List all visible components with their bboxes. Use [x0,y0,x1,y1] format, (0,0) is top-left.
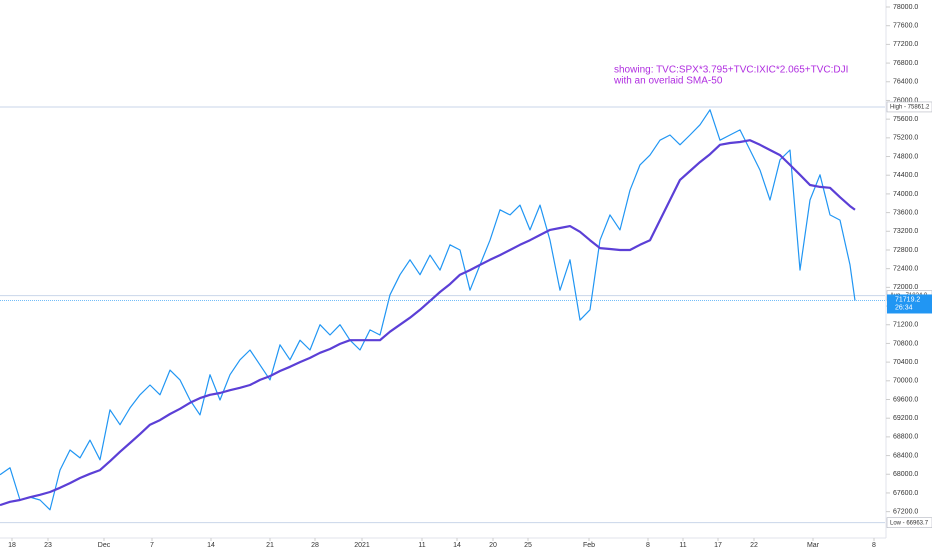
y-tick-label: 67600.0 [893,490,918,497]
annotation: showing: TVC:SPX*3.795+TVC:IXIC*2.065+TV… [614,65,848,76]
y-tick-label: 68800.0 [893,434,918,441]
y-tick-label: 68400.0 [893,452,918,459]
x-tick-label: Feb [583,542,595,549]
y-tick-label: 72800.0 [893,247,918,254]
x-tick-label: 17 [714,542,722,549]
x-tick-label: 8 [646,542,650,549]
x-tick-label: 14 [207,542,215,549]
y-tick-label: 74800.0 [893,153,918,160]
x-tick-label: 2021 [354,542,370,549]
y-tick-label: 76000.0 [893,97,918,104]
last-price-label: 71719.2 [895,296,920,303]
x-tick-label: 22 [750,542,758,549]
x-tick-label: 11 [418,542,425,549]
y-tick-label: 68000.0 [893,471,918,478]
y-tick-label: 76400.0 [893,79,918,86]
x-tick-label: 21 [266,542,274,549]
y-tick-label: 72400.0 [893,266,918,273]
x-tick-label: 18 [8,542,16,549]
y-tick-label: 77200.0 [893,41,918,48]
x-tick-label: 28 [311,542,319,549]
x-tick-label: Mar [807,542,820,549]
x-tick-label: 7 [150,542,154,549]
y-tick-label: 77600.0 [893,23,918,30]
y-tick-label: 69200.0 [893,415,918,422]
series-line [0,109,856,511]
y-tick-label: 73600.0 [893,209,918,216]
marker-label: Low - 66963.7 [890,520,929,526]
marker-box [886,517,932,528]
y-tick-label: 67200.0 [893,508,918,515]
countdown: 26:34 [895,304,913,311]
annotation: with an overlaid SMA-50 [613,76,723,87]
y-tick-label: 73200.0 [893,228,918,235]
series-line [0,139,856,507]
last-price-box [887,294,932,314]
y-tick-label: 74000.0 [893,191,918,198]
y-tick-label: 70800.0 [893,340,918,347]
marker-label: High - 75861.2 [890,105,930,111]
y-tick-label: 70000.0 [893,378,918,385]
y-tick-label: 78000.0 [893,4,918,11]
x-tick-label: 23 [44,542,52,549]
y-tick-label: 70400.0 [893,359,918,366]
x-tick-label: 8 [872,542,876,549]
x-tick-label: 20 [489,542,497,549]
y-tick-label: 69600.0 [893,396,918,403]
marker-box [886,101,932,113]
x-tick-label: Dec [98,542,111,549]
y-tick-label: 75200.0 [893,135,918,142]
y-tick-label: 75600.0 [893,116,918,123]
x-tick-label: 25 [524,542,532,549]
y-tick-label: 76800.0 [893,60,918,67]
x-tick-label: 14 [453,542,461,549]
y-tick-label: 72000.0 [893,284,918,291]
y-tick-label: 74400.0 [893,172,918,179]
x-tick-label: 11 [679,542,686,549]
y-tick-label: 71200.0 [893,322,918,329]
